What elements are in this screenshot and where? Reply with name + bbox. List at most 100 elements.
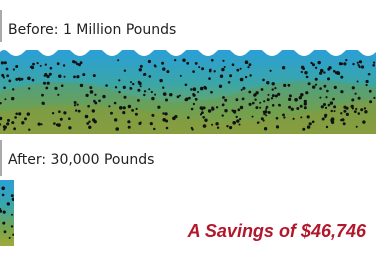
particle — [300, 116, 302, 118]
particle — [372, 64, 375, 67]
particle — [294, 98, 298, 102]
particle — [13, 68, 15, 70]
particle — [9, 237, 11, 239]
particle — [63, 64, 65, 66]
particle — [75, 109, 77, 111]
particle — [325, 96, 327, 98]
particle — [361, 65, 364, 68]
particle — [214, 70, 216, 72]
particle — [222, 114, 224, 116]
particle — [60, 118, 63, 121]
particle — [153, 128, 155, 130]
particle — [163, 92, 167, 96]
particle — [119, 106, 123, 110]
particle — [270, 70, 272, 72]
particle — [188, 97, 191, 100]
particle — [240, 68, 242, 70]
particle — [305, 91, 308, 94]
particle — [312, 63, 315, 66]
particle — [54, 87, 57, 90]
particle — [82, 73, 85, 76]
particle — [3, 211, 6, 214]
particle — [72, 60, 75, 63]
particle — [315, 84, 317, 86]
water-band — [0, 42, 376, 134]
particle — [325, 107, 327, 109]
particle — [140, 85, 142, 87]
particle — [4, 230, 7, 233]
particle — [215, 122, 218, 125]
particle — [6, 74, 9, 77]
particle — [364, 110, 367, 113]
particle — [327, 77, 330, 80]
particle — [253, 94, 256, 97]
particle — [240, 106, 243, 109]
particle — [309, 122, 312, 125]
particle — [278, 104, 281, 107]
particle — [118, 91, 120, 93]
particle — [28, 87, 30, 89]
particle — [50, 67, 53, 70]
particle — [32, 63, 35, 66]
particle — [321, 105, 324, 108]
particle — [307, 125, 310, 128]
particle — [30, 66, 33, 69]
particle — [341, 118, 344, 121]
particle — [93, 74, 96, 77]
particle — [343, 110, 346, 113]
particle — [224, 66, 226, 68]
particle — [304, 102, 307, 105]
particle — [355, 108, 357, 110]
particle — [157, 106, 160, 109]
particle — [148, 88, 150, 90]
particle — [307, 115, 310, 118]
particle — [137, 89, 140, 92]
water-slice — [0, 180, 14, 246]
particle — [13, 127, 16, 130]
particle — [193, 87, 197, 91]
particle — [339, 62, 342, 65]
particle — [343, 106, 346, 109]
particle — [89, 86, 92, 89]
particle — [151, 114, 154, 117]
particle — [366, 84, 368, 86]
particle — [123, 106, 126, 109]
particle — [27, 112, 30, 115]
particle — [80, 61, 83, 64]
particle — [143, 73, 146, 76]
particle — [80, 84, 83, 87]
particle — [282, 114, 285, 117]
particle — [366, 80, 369, 83]
particle — [308, 82, 311, 85]
particle — [306, 76, 309, 79]
particle — [165, 99, 168, 102]
particle — [139, 68, 142, 71]
particle — [191, 108, 194, 111]
particle — [204, 119, 207, 122]
particle — [272, 82, 275, 85]
particle — [242, 98, 245, 101]
particle — [149, 75, 152, 78]
particle — [58, 75, 61, 78]
particle — [151, 91, 153, 93]
particle — [352, 86, 355, 89]
particle — [322, 118, 325, 121]
particle — [271, 97, 273, 99]
particle — [319, 97, 321, 99]
particle — [368, 73, 370, 75]
particle — [340, 90, 343, 93]
particle — [259, 107, 261, 109]
particle — [185, 98, 188, 101]
particle — [128, 126, 131, 129]
particle — [202, 116, 205, 119]
particle — [88, 121, 90, 123]
particle — [195, 98, 198, 101]
particle — [154, 64, 156, 66]
particle — [315, 78, 318, 81]
particle — [211, 59, 214, 62]
particle — [172, 117, 176, 121]
particle — [345, 59, 347, 61]
particle — [165, 112, 168, 115]
edge-line — [0, 140, 2, 176]
particle — [53, 122, 56, 125]
